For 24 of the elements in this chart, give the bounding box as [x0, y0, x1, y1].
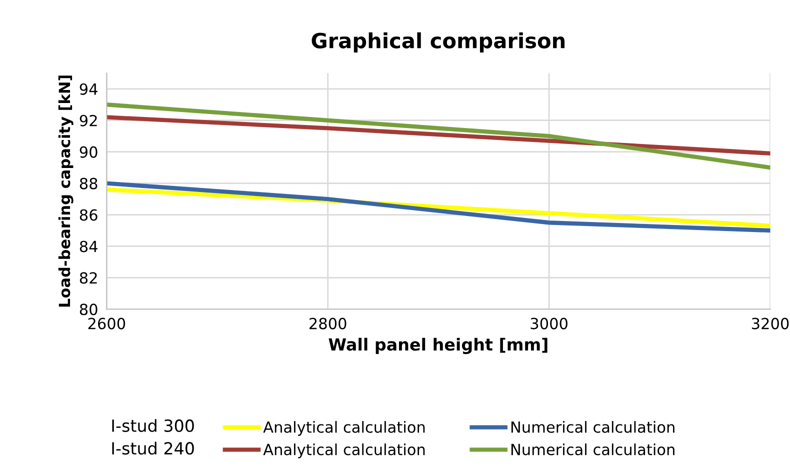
line-series — [106, 181, 770, 233]
legend-label: Analytical calculation — [263, 443, 425, 458]
y-tick-label: 84 — [80, 240, 98, 252]
y-tick-label: 80 — [80, 304, 98, 316]
legend-label: Analytical calculation — [263, 421, 425, 436]
x-tick-label: 3200 — [752, 318, 789, 330]
x-tick-label: 2600 — [88, 318, 126, 330]
y-tick-label: 92 — [80, 114, 97, 126]
y-tick-label: 82 — [80, 272, 97, 284]
y-tick-label: 86 — [80, 209, 98, 221]
legend-label: Numerical calculation — [511, 421, 674, 433]
y-tick-label: 88 — [80, 178, 98, 190]
chart-title: Graphical comparison — [312, 32, 565, 52]
y-axis-title: Load-bearing capacity [kN] — [58, 76, 74, 307]
y-tick-label: 94 — [80, 83, 98, 95]
y-tick-label: 90 — [80, 146, 98, 158]
text: I-stud 240 — [112, 442, 194, 455]
text: I-stud 300 — [112, 419, 194, 432]
line-series — [106, 102, 770, 170]
line-series — [106, 115, 770, 156]
x-tick-label: 3000 — [530, 318, 568, 330]
legend-label: Numerical calculation — [511, 443, 674, 456]
x-axis-title: Wall panel height [mm] — [328, 338, 548, 354]
x-tick-label: 2800 — [310, 318, 346, 330]
